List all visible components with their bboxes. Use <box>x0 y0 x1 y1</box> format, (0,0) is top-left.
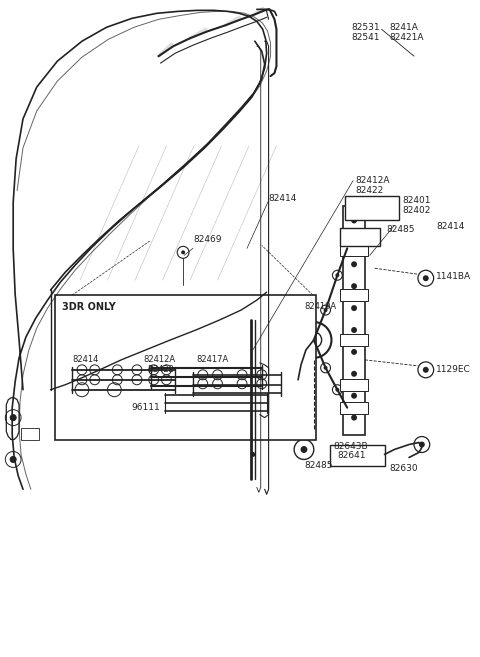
Circle shape <box>127 396 132 400</box>
Text: 82421A: 82421A <box>389 34 424 42</box>
Circle shape <box>181 250 185 254</box>
Circle shape <box>336 273 339 277</box>
Text: 82531: 82531 <box>351 23 380 32</box>
Text: 82402: 82402 <box>402 206 431 215</box>
Circle shape <box>311 337 317 343</box>
Circle shape <box>351 349 357 355</box>
Text: 82485: 82485 <box>304 461 333 470</box>
Bar <box>55 295 316 440</box>
Text: 82541: 82541 <box>351 34 380 42</box>
Text: 82414: 82414 <box>269 194 297 202</box>
Bar <box>340 229 380 246</box>
Circle shape <box>324 366 327 370</box>
Circle shape <box>336 388 339 392</box>
Text: 82469: 82469 <box>193 235 221 244</box>
Bar <box>345 196 399 221</box>
Circle shape <box>251 452 255 457</box>
Circle shape <box>351 393 357 399</box>
Text: 82412A: 82412A <box>144 355 176 364</box>
Text: 82414: 82414 <box>437 223 465 231</box>
Circle shape <box>351 371 357 377</box>
Bar <box>340 401 368 414</box>
Circle shape <box>423 275 429 281</box>
Bar <box>340 334 368 346</box>
Circle shape <box>351 283 357 289</box>
Circle shape <box>423 367 429 373</box>
Circle shape <box>251 427 255 432</box>
Text: 82412A: 82412A <box>355 175 390 185</box>
Bar <box>21 428 39 440</box>
Circle shape <box>351 239 357 245</box>
Text: 1129EC: 1129EC <box>436 365 470 374</box>
Circle shape <box>351 261 357 267</box>
Bar <box>331 445 384 466</box>
Bar <box>340 379 368 391</box>
Circle shape <box>251 327 255 332</box>
Circle shape <box>10 415 16 420</box>
Text: 82630: 82630 <box>389 464 418 474</box>
Circle shape <box>351 217 357 223</box>
Text: 82641: 82641 <box>337 451 366 461</box>
Text: 82419A: 82419A <box>304 302 336 311</box>
Bar <box>340 244 368 256</box>
Bar <box>343 206 365 434</box>
Text: 82485: 82485 <box>386 225 415 235</box>
Text: 3DR ONLY: 3DR ONLY <box>62 302 116 312</box>
Circle shape <box>10 457 16 463</box>
Circle shape <box>300 446 307 453</box>
Text: 82417A: 82417A <box>196 355 228 364</box>
Circle shape <box>251 402 255 407</box>
Circle shape <box>324 308 327 312</box>
Text: 82422: 82422 <box>355 186 384 194</box>
Text: 8241A: 8241A <box>389 23 418 32</box>
Bar <box>340 289 368 301</box>
Circle shape <box>251 352 255 357</box>
Circle shape <box>351 305 357 311</box>
Text: 1141BA: 1141BA <box>436 272 471 281</box>
Text: 82401: 82401 <box>402 196 431 204</box>
Text: B2422: B2422 <box>147 365 174 374</box>
Text: 96111: 96111 <box>131 403 160 412</box>
Circle shape <box>419 442 425 447</box>
Circle shape <box>351 415 357 420</box>
Text: 82643B: 82643B <box>334 442 368 451</box>
Text: 82414: 82414 <box>72 355 98 364</box>
Circle shape <box>351 327 357 333</box>
Circle shape <box>251 377 255 382</box>
